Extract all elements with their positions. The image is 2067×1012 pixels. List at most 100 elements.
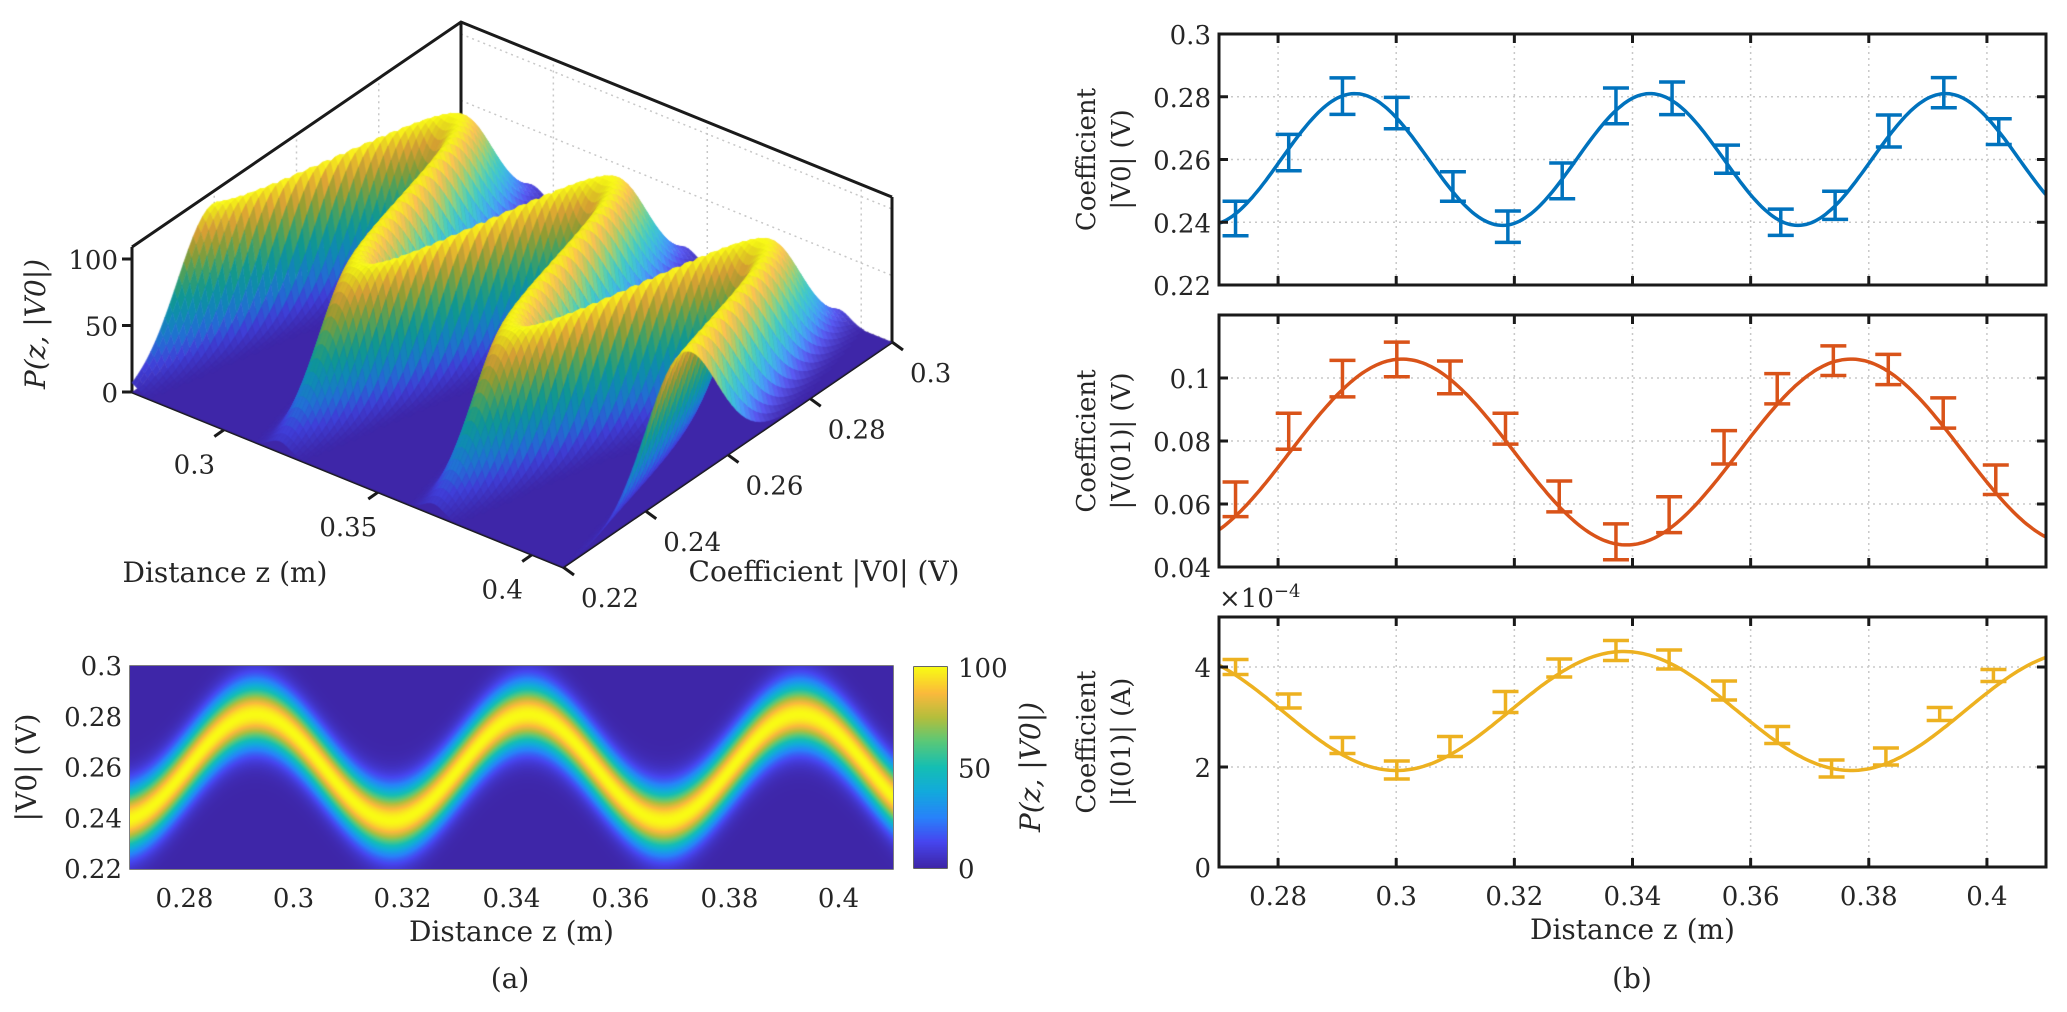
i01-line-plot: 0 2 4 Coefficient |I(01)| (A) 0.28 0.3 0.32 0.34… — [1072, 581, 2048, 946]
x-tick-label: 0.34 — [1604, 882, 1662, 912]
heatmap-plot: 0.28 0.3 0.32 0.34 0.36 0.38 0.4 0.22 0.24 0.26 0.… — [10, 652, 1047, 948]
y-tick-label: 0.28 — [1153, 84, 1211, 114]
error-bar — [1711, 679, 1738, 702]
y-axis-label-line1: Coefficient — [1072, 670, 1102, 814]
v01-line-plot: 0.04 0.06 0.08 0.1 Coefficient |V(01)| (V) — [1072, 313, 2048, 584]
error-bar — [1383, 340, 1410, 379]
x-tick-label: 0.36 — [1722, 882, 1780, 912]
error-bar — [1656, 648, 1683, 671]
x-tick-label: 0.32 — [1485, 882, 1543, 912]
error-bar — [1492, 689, 1519, 715]
x-tick-label: 0.4 — [818, 884, 859, 914]
error-bar — [1656, 495, 1683, 535]
error-bar — [1222, 199, 1249, 238]
error-bar — [1982, 463, 2009, 497]
error-bar — [1926, 705, 1953, 723]
error-bar — [1494, 209, 1521, 245]
error-bar — [1711, 428, 1738, 466]
error-bar — [1546, 657, 1573, 679]
error-bar — [1930, 75, 1957, 110]
colorbar-tick-label: 0 — [958, 855, 975, 885]
y-tick-label: 0.06 — [1153, 491, 1211, 521]
y-axis-label-line2: |I(01)| (A) — [1107, 678, 1137, 807]
error-bar — [1980, 667, 2007, 684]
error-bar — [1820, 344, 1847, 378]
y-tick-label: 0.04 — [1153, 554, 1211, 584]
error-bar — [1383, 759, 1410, 781]
fit-curve — [1218, 91, 2048, 228]
y-tick-label: 0.1 — [1170, 365, 1211, 395]
y-tick-label: 0.24 — [64, 804, 122, 834]
y-tick-label: 0.08 — [1153, 428, 1211, 458]
error-bar — [1818, 758, 1845, 779]
error-bar — [1275, 132, 1302, 173]
x-tick-label: 0.3 — [1376, 882, 1417, 912]
x-tick-label: 0.38 — [1840, 882, 1898, 912]
colorbar-tick-label: 50 — [958, 755, 991, 785]
error-bar — [1383, 95, 1410, 131]
colorbar — [914, 667, 947, 868]
x-tick-label: 0.34 — [483, 884, 541, 914]
error-bar — [1985, 116, 2012, 147]
error-bar — [1764, 371, 1791, 406]
fit-curve — [1218, 649, 2047, 773]
y-axis-label-line2: |V0| (V) — [1107, 109, 1137, 209]
axis-exponent-power: −4 — [1274, 581, 1301, 602]
y-tick-label: 0 — [1194, 854, 1211, 884]
x-axis-label: Distance z (m) — [1530, 913, 1735, 946]
fit-curve — [1217, 357, 2047, 547]
error-bar — [1546, 479, 1573, 514]
colorbar-label: P(z, |V0|) — [1014, 702, 1047, 833]
y-tick-label: 0.3 — [81, 652, 122, 682]
x-tick-label: 0.4 — [1966, 882, 2007, 912]
error-bar — [1275, 692, 1302, 710]
error-bar — [1875, 352, 1902, 387]
error-bar — [1222, 480, 1249, 519]
y-tick-label: 0.28 — [64, 703, 122, 733]
x-axis-label: Distance z (m) — [409, 915, 614, 948]
surface-3d-image — [0, 0, 1000, 620]
y-tick-label: 0.22 — [64, 855, 122, 885]
y-axis-label-line1: Coefficient — [1072, 369, 1102, 513]
error-bar — [1436, 734, 1463, 759]
x-tick-label: 0.38 — [701, 884, 759, 914]
y-tick-label: 0.24 — [1153, 209, 1211, 239]
axis-exponent-label: ×10−4 — [1219, 581, 1300, 614]
error-bar — [1222, 657, 1249, 677]
y-axis-label-line1: Coefficient — [1072, 87, 1102, 231]
y-tick-label: 4 — [1194, 654, 1211, 684]
y-tick-label: 0.3 — [1170, 21, 1211, 51]
error-bar — [1329, 735, 1356, 756]
error-bar — [1549, 161, 1576, 201]
error-bar — [1872, 746, 1899, 767]
y-axis-label: |V0| (V) — [10, 714, 43, 822]
colorbar-tick-label: 100 — [958, 654, 1008, 684]
x-tick-label: 0.3 — [273, 884, 314, 914]
error-bar — [1875, 113, 1902, 149]
panel-b-caption: (b) — [1612, 962, 1652, 995]
error-bar — [1714, 143, 1741, 176]
x-tick-label: 0.28 — [156, 884, 214, 914]
x-tick-label: 0.28 — [1249, 882, 1307, 912]
error-bar — [1439, 169, 1466, 203]
x-tick-label: 0.36 — [592, 884, 650, 914]
y-tick-label: 2 — [1194, 754, 1211, 784]
error-bar — [1329, 358, 1356, 399]
error-bar — [1930, 396, 1957, 430]
error-bar — [1329, 76, 1356, 117]
error-bar — [1767, 207, 1794, 238]
v0-line-plot: 0.22 0.24 0.26 0.28 0.3 Coefficient |V0| (V) — [1072, 21, 2048, 302]
heatmap-image — [130, 666, 893, 869]
y-tick-label: 0.26 — [64, 754, 122, 784]
x-tick-label: 0.32 — [374, 884, 432, 914]
y-tick-label: 0.26 — [1153, 147, 1211, 177]
error-bar — [1659, 80, 1686, 117]
error-bar — [1602, 522, 1629, 562]
error-bar — [1764, 724, 1791, 746]
error-bar — [1822, 189, 1849, 222]
error-bar — [1602, 638, 1629, 663]
error-bar — [1436, 359, 1463, 396]
y-axis-label-line2: |V(01)| (V) — [1107, 373, 1137, 510]
panel-a-caption: (a) — [491, 962, 530, 995]
error-bar — [1275, 411, 1302, 451]
